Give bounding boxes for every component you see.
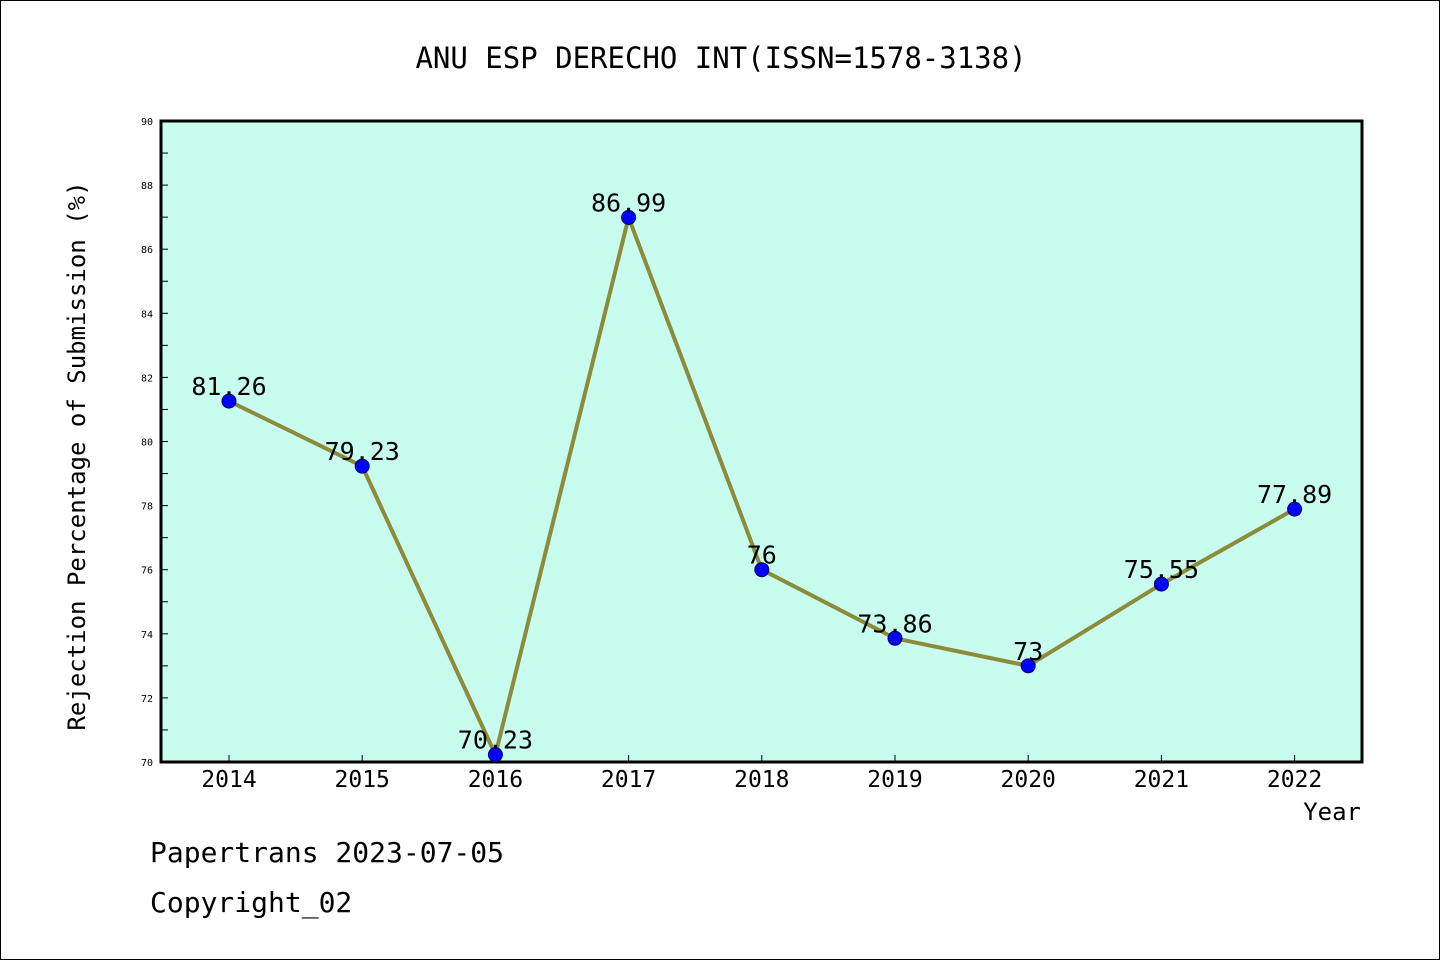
- y-tick-label: 90: [141, 117, 153, 128]
- data-point: [1287, 501, 1303, 517]
- x-tick-label: 2016: [468, 767, 523, 793]
- y-tick-label: 72: [141, 694, 153, 705]
- x-tick-label: 2017: [601, 767, 656, 793]
- y-tick-label: 84: [141, 309, 153, 320]
- y-tick-label: 86: [141, 245, 153, 256]
- x-tick-label: 2014: [201, 767, 256, 793]
- data-point: [354, 458, 370, 474]
- x-tick-label: 2018: [734, 767, 789, 793]
- y-tick-label: 78: [141, 502, 153, 513]
- y-axis-ticks: 70 72 74 76 78 80 82 84 86 88 90: [141, 117, 168, 769]
- footer-date: Papertrans 2023-07-05: [150, 836, 505, 869]
- x-tick-label: 2021: [1134, 767, 1189, 793]
- data-label: 77.89: [1257, 480, 1332, 509]
- data-point: [1020, 658, 1036, 674]
- x-axis-label: Year: [1303, 798, 1361, 826]
- data-point: [1153, 576, 1169, 592]
- data-label: 86.99: [591, 188, 666, 217]
- data-label: 73.86: [857, 609, 932, 638]
- y-tick-label: 80: [141, 438, 153, 449]
- data-label: 70.23: [458, 726, 533, 755]
- y-tick-label: 88: [141, 181, 153, 192]
- x-tick-label: 2020: [1001, 767, 1056, 793]
- data-labels: 81.26 79.23 70.23 86.99 76 73.86 73 75.55 77.89: [191, 188, 1332, 754]
- data-point: [487, 747, 503, 763]
- y-tick-label: 76: [141, 566, 153, 577]
- data-point: [621, 209, 637, 225]
- x-tick-label: 2015: [335, 767, 390, 793]
- x-tick-label: 2022: [1267, 767, 1322, 793]
- data-point: [221, 393, 237, 409]
- data-label: 81.26: [191, 372, 266, 401]
- x-axis-ticks: 2014 2015 2016 2017 2018 2019 2020 2021 2022: [201, 755, 1322, 793]
- y-tick-label: 74: [141, 630, 153, 641]
- data-label: 73: [1013, 637, 1043, 666]
- data-label: 76: [747, 541, 777, 570]
- plot-area: [159, 119, 1364, 764]
- data-label: 75.55: [1124, 555, 1199, 584]
- data-point: [754, 562, 770, 578]
- data-label: 79.23: [325, 437, 400, 466]
- data-points: [221, 209, 1303, 763]
- x-tick-label: 2019: [867, 767, 922, 793]
- y-tick-label: 70: [141, 758, 153, 769]
- y-axis-label: Rejection Percentage of Submission (%): [63, 181, 91, 730]
- footer-copyright: Copyright_02: [150, 886, 353, 919]
- y-tick-label: 82: [141, 373, 153, 384]
- chart-title: ANU ESP DERECHO INT(ISSN=1578-3138): [415, 41, 1026, 75]
- data-point: [887, 630, 903, 646]
